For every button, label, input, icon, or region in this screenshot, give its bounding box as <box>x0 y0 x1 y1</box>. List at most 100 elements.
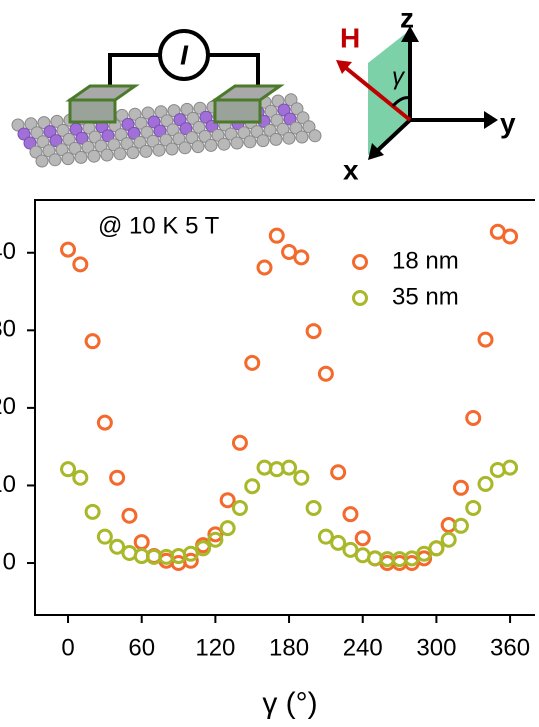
electrode <box>213 98 262 124</box>
atom <box>17 127 31 141</box>
atom <box>199 110 213 124</box>
marker <box>305 499 322 516</box>
atom <box>101 129 115 143</box>
marker <box>195 540 212 557</box>
electrode <box>68 98 117 124</box>
marker <box>133 534 150 551</box>
y-tick-label: 20 <box>0 393 16 420</box>
atom <box>133 135 147 149</box>
atom <box>172 132 186 146</box>
atom <box>29 145 43 159</box>
marker <box>342 506 359 523</box>
atom <box>173 113 187 127</box>
marker <box>109 538 126 555</box>
marker <box>317 528 334 545</box>
marker <box>305 323 322 340</box>
marker <box>72 256 89 273</box>
atom <box>139 144 153 158</box>
electrode <box>65 84 140 102</box>
marker <box>452 479 469 496</box>
marker <box>96 528 113 545</box>
x-axis-label: γ (°) <box>262 687 317 720</box>
arrowhead <box>484 111 498 129</box>
atom <box>94 139 108 153</box>
atom <box>277 103 291 117</box>
legend-marker <box>352 254 368 270</box>
atom <box>42 144 56 158</box>
atom <box>159 133 173 147</box>
y-tick-label: 30 <box>0 316 16 343</box>
marker <box>268 227 285 244</box>
marker <box>440 531 457 548</box>
field-label: H <box>340 22 360 53</box>
marker <box>293 469 310 486</box>
atom <box>264 104 278 118</box>
atom <box>250 125 264 139</box>
axes <box>34 199 535 616</box>
marker <box>244 354 261 371</box>
atom <box>121 117 135 131</box>
annotation: @ 10 K 5 T <box>98 212 220 239</box>
atom <box>185 131 199 145</box>
axis-name: y <box>500 107 516 138</box>
atom <box>256 134 270 148</box>
meter <box>158 29 210 81</box>
atom <box>237 126 251 140</box>
atom <box>62 132 76 146</box>
marker <box>281 459 298 476</box>
atom <box>74 150 88 164</box>
marker <box>317 365 334 382</box>
atom <box>154 105 168 119</box>
atom <box>23 136 37 150</box>
legend-label: 35 nm <box>392 283 459 310</box>
atom <box>302 120 316 134</box>
atom <box>270 113 284 127</box>
meter-label: I <box>180 39 189 70</box>
marker <box>330 534 347 551</box>
atom <box>153 124 167 138</box>
atom <box>88 130 102 144</box>
marker <box>121 507 138 524</box>
atom <box>178 141 192 155</box>
atom <box>186 111 200 125</box>
atom <box>283 112 297 126</box>
atom <box>263 123 277 137</box>
atom <box>160 114 174 128</box>
legend-label: 18 nm <box>392 247 459 274</box>
marker <box>207 531 224 548</box>
atom <box>282 131 296 145</box>
axis-name: x <box>343 154 359 185</box>
schematic: I H z y x γ <box>11 2 516 185</box>
x-tick-label: 120 <box>195 634 235 661</box>
atom <box>128 107 142 121</box>
atom <box>140 125 154 139</box>
legend-marker <box>352 290 368 306</box>
x-axis <box>374 118 412 154</box>
atom <box>224 127 238 141</box>
marker <box>60 461 77 478</box>
atom <box>146 134 160 148</box>
marker <box>465 409 482 426</box>
atom <box>217 137 231 151</box>
x-tick-label: 360 <box>490 634 530 661</box>
atom <box>308 129 322 143</box>
y-tick-label: 0 <box>3 548 16 575</box>
atom <box>24 117 38 131</box>
x-tick-label: 240 <box>343 634 383 661</box>
marker <box>84 503 101 520</box>
atom <box>284 93 298 107</box>
atom <box>120 137 134 151</box>
atom <box>166 123 180 137</box>
marker <box>96 414 113 431</box>
electrode <box>210 84 285 102</box>
marker <box>60 241 77 258</box>
atom <box>48 153 62 167</box>
atom <box>43 125 57 139</box>
atom <box>87 149 101 163</box>
atom <box>37 116 51 130</box>
atom <box>11 118 25 132</box>
y-tick-label: 40 <box>0 238 16 265</box>
marker <box>231 499 248 516</box>
marker <box>293 249 310 266</box>
atom <box>141 106 155 120</box>
